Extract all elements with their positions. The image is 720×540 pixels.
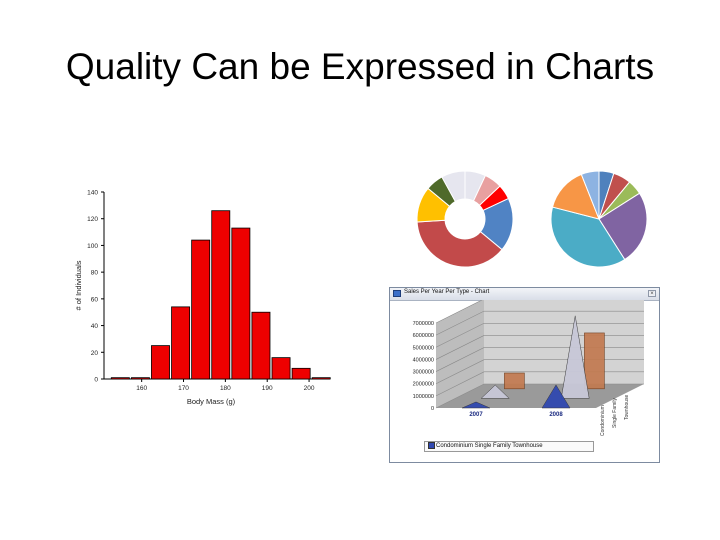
histogram-chart: 0 20 40 60 80 100 120 140 160 170 180 190 200 Body Ma… [74,190,331,406]
histogram-bar [311,377,331,380]
y-tick-label: 100 [87,243,98,250]
y-tick-label: 4000000 [413,357,434,363]
chart-window: Sales Per Year Per Type - Chart × 0 10000… [389,287,660,463]
histogram-bar [251,311,271,380]
histogram-bar [191,239,211,380]
gridline [435,300,483,324]
histogram-bar [291,367,311,380]
x-tick-label: 170 [178,385,189,392]
gridline [435,322,644,348]
y-tick-label: 1000000 [413,394,434,400]
series-mark [504,372,525,390]
x-axis-label: Body Mass (g) [187,397,236,406]
slide-title: Quality Can be Expressed in Charts [65,46,655,87]
series-mark [584,332,605,390]
histogram-bar [231,227,251,380]
y-tick-label: 0 [431,406,434,412]
histogram-bar [151,345,170,380]
histogram-bar [110,377,130,380]
series-mark [480,384,510,399]
window-title: Sales Per Year Per Type - Chart [404,289,490,295]
y-tick-label: 140 [87,190,98,197]
x-tick-label: 200 [304,385,315,392]
gridline [435,310,644,336]
y-tick-label: 20 [91,350,99,357]
pie-chart [550,170,648,268]
floor [436,384,644,408]
y-tick-label: 3000000 [413,370,434,376]
pie-slice [441,170,466,203]
back-wall [484,300,644,384]
histogram-bar [271,357,291,380]
window-app-icon [393,290,401,297]
y-tick-label: 80 [91,270,99,277]
y-tick-label: 40 [91,323,99,330]
close-icon[interactable]: × [648,290,656,297]
histogram-bar [211,210,231,380]
depth-axis-label: Condominium [600,405,606,436]
x-tick-label: 180 [220,385,231,392]
pie-slice [580,170,600,220]
donut-chart [416,170,514,268]
y-tick-label: 5000000 [413,345,434,351]
side-wall [436,300,484,408]
y-tick-label: 0 [94,377,98,384]
histogram-bar [130,377,150,380]
x-tick-label: 2008 [549,412,563,418]
depth-axis-label: Single Family [612,397,618,428]
series-mark [541,384,571,409]
y-tick-label: 6000000 [413,333,434,339]
chart-legend: Condominium Single Family Townhouse [424,441,594,452]
legend-text: Condominium Single Family Townhouse [436,443,543,450]
legend-swatch-condominium [428,442,435,449]
x-tick-label: 190 [262,385,273,392]
y-tick-label: 7000000 [413,321,434,327]
y-axis-label: # of Individuals [74,260,83,310]
pie-slice [598,192,648,261]
y-tick-label: 2000000 [413,382,434,388]
x-tick-label: 2007 [469,412,483,418]
y-tick-label: 120 [87,216,98,223]
y-tick-label: 60 [91,296,99,303]
pie-slice [416,219,503,268]
histogram-bar [171,306,191,380]
x-tick-label: 160 [136,385,147,392]
3d-area-chart: 0 1000000 2000000 3000000 4000000 5000000 6000… [413,300,644,436]
depth-axis-label: Townhouse [624,394,630,420]
series-mark [560,315,590,399]
pie-slice [550,206,626,268]
series-mark [461,401,491,409]
